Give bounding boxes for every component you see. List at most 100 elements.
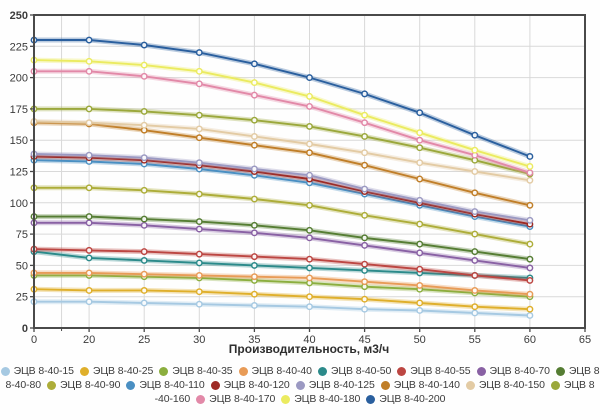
data-point	[140, 215, 148, 223]
data-point	[85, 254, 93, 262]
legend-label: ЭЦВ 8-40-125	[308, 379, 375, 391]
y-tick-label: 225	[10, 41, 28, 53]
data-point	[250, 195, 258, 203]
legend-item: ЭЦВ 8-40-120	[210, 379, 290, 391]
data-point	[526, 216, 534, 224]
legend-series-dot-icon	[196, 394, 206, 404]
data-point	[250, 60, 258, 68]
data-point	[85, 67, 93, 75]
data-point	[306, 274, 313, 282]
axis-ticks	[30, 14, 586, 332]
series-8-40-90	[30, 184, 534, 248]
data-point	[361, 111, 369, 119]
data-point	[526, 153, 534, 160]
data-point	[416, 175, 424, 183]
chart-legend: ЭЦВ 8-40-15 ЭЦВ 8-40-25 ЭЦВ 8-40-35 ЭЦВ 8-4…	[0, 365, 600, 405]
data-point	[250, 290, 258, 298]
data-point	[361, 266, 369, 274]
data-point	[250, 253, 258, 261]
legend-series-dot-icon	[317, 366, 327, 376]
data-point	[416, 159, 424, 167]
data-point	[306, 102, 313, 110]
y-tick-label: 250	[10, 10, 28, 22]
legend-series-dot-icon	[126, 380, 136, 390]
data-point	[250, 261, 258, 269]
legend-label: ЭЦВ 8-40-150	[478, 379, 545, 391]
legend-item: ЭЦВ 8-40-35	[159, 365, 233, 377]
data-point	[85, 105, 93, 113]
legend-item: ЭЦВ 8-40-180	[281, 393, 360, 405]
data-point	[306, 226, 313, 234]
data-point	[140, 41, 148, 49]
legend-series-dot-icon	[465, 380, 475, 390]
data-point	[195, 134, 203, 142]
data-point	[250, 273, 258, 281]
data-point	[195, 190, 203, 198]
x-tick-label: 40	[303, 334, 315, 346]
legend-item: ЭЦВ 8-40-70	[476, 365, 550, 377]
data-point	[361, 90, 369, 98]
data-point	[471, 271, 479, 279]
legend-series-dot-icon	[476, 366, 486, 376]
data-point	[361, 119, 369, 127]
data-point	[85, 57, 93, 65]
legend-series-dot-icon	[397, 366, 407, 376]
data-point	[140, 221, 148, 229]
axis-labels: 0 20 25 30 35 40 45 50 55 60 65 0 25 50 75 100 125 150 175…	[10, 10, 591, 346]
x-tick-label: 60	[524, 334, 536, 346]
legend-item: ЭЦВ 8-40-200	[366, 393, 445, 405]
data-point	[250, 221, 258, 229]
legend-label: -40-160	[154, 393, 191, 405]
data-point	[85, 246, 93, 254]
series-8-40-200	[30, 36, 534, 160]
data-point	[85, 36, 93, 44]
data-point	[361, 132, 369, 140]
x-tick-label: 0	[31, 334, 37, 346]
x-tick-label: 20	[83, 334, 95, 346]
data-point	[306, 303, 313, 311]
x-tick-label: 45	[358, 334, 370, 346]
legend-item: ЭЦВ 8-40-90	[46, 379, 121, 391]
data-point	[85, 269, 93, 277]
data-point	[195, 49, 203, 57]
data-point	[250, 165, 258, 173]
legend-label: ЭЦВ 8-40-25	[92, 365, 154, 377]
legend-label: ЭЦВ 8-40-120	[223, 379, 290, 391]
legend-label: ЭЦВ 8-40-50	[330, 365, 392, 377]
data-point	[361, 305, 369, 313]
data-point	[306, 264, 313, 272]
chart-canvas: 0 20 25 30 35 40 45 50 55 60 65 0 25 50 75 100 125 150 175…	[10, 10, 591, 356]
data-point	[361, 234, 369, 242]
series-8-40-70	[30, 219, 534, 272]
legend-row: 8-40-80 ЭЦВ 8-40-90 ЭЦВ 8-40-110 ЭЦВ 8-40-1…	[5, 379, 594, 391]
legend-item: -40-160	[155, 393, 191, 405]
data-point	[416, 196, 424, 204]
legend-label: ЭЦВ 8	[568, 365, 600, 377]
data-point	[471, 189, 479, 197]
data-point	[416, 240, 424, 248]
legend-label: ЭЦВ 8-40-170	[209, 393, 276, 405]
legend-label: ЭЦВ 8-40-90	[59, 379, 121, 391]
data-point	[250, 229, 258, 237]
data-point	[250, 132, 258, 140]
data-point	[140, 286, 148, 294]
y-tick-label: 200	[10, 73, 28, 85]
legend-series-dot-icon	[238, 366, 248, 376]
y-tick-label: 0	[22, 323, 28, 335]
data-point	[416, 249, 424, 257]
data-point	[250, 302, 258, 309]
x-tick-label: 55	[469, 334, 481, 346]
data-point	[526, 305, 534, 313]
data-point	[471, 208, 479, 216]
data-point	[526, 201, 534, 209]
data-point	[416, 109, 424, 117]
data-point	[361, 241, 369, 249]
data-point	[471, 230, 479, 238]
x-tick-label: 25	[138, 334, 150, 346]
data-point	[416, 220, 424, 228]
data-point	[195, 159, 203, 167]
data-point	[140, 248, 148, 256]
legend-label: ЭЦВ 8-40-55	[410, 365, 471, 377]
legend-row: ЭЦВ 8-40-15 ЭЦВ 8-40-25 ЭЦВ 8-40-35 ЭЦВ 8-4…	[0, 365, 600, 377]
legend-series-dot-icon	[550, 380, 560, 390]
